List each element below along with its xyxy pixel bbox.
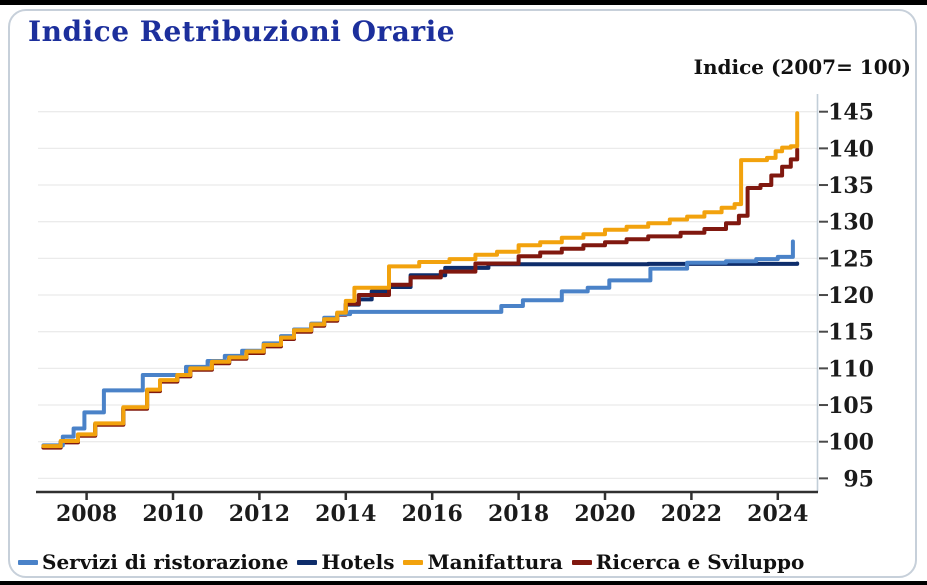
y-tick-label: 140 bbox=[828, 136, 874, 162]
y-tick-label: 145 bbox=[828, 100, 874, 126]
y-tick-label: 135 bbox=[828, 173, 874, 199]
legend-label: Ricerca e Sviluppo bbox=[595, 550, 805, 574]
legend-item: Hotels bbox=[297, 552, 394, 572]
chart-legend: Servizi di ristorazione Hotels Manifattura… bbox=[18, 552, 813, 572]
chart-card: Indice Retribuzioni Orarie Indice (2007=… bbox=[8, 9, 917, 578]
legend-swatch bbox=[571, 559, 592, 565]
y-tick-label: 110 bbox=[828, 356, 874, 382]
y-tick-label: 125 bbox=[828, 246, 874, 272]
series-line-hotels bbox=[41, 261, 800, 449]
x-tick-label: 2024 bbox=[747, 501, 808, 527]
legend-swatch bbox=[297, 559, 318, 565]
x-tick-label: 2014 bbox=[315, 501, 376, 527]
series-line-servizi-di-ristorazione bbox=[41, 239, 795, 448]
legend-swatch bbox=[18, 559, 38, 565]
y-tick-label: 105 bbox=[828, 393, 874, 419]
legend-label: Manifattura bbox=[427, 550, 563, 574]
x-tick-label: 2020 bbox=[574, 501, 635, 527]
x-tick-label: 2008 bbox=[56, 501, 117, 527]
y-tick-label: 120 bbox=[828, 283, 874, 309]
chart-title: Indice Retribuzioni Orarie bbox=[28, 15, 456, 48]
legend-swatch bbox=[403, 559, 424, 565]
legend-label: Servizi di ristorazione bbox=[42, 550, 289, 574]
y-tick-label: 95 bbox=[843, 466, 874, 492]
legend-item: Servizi di ristorazione bbox=[18, 552, 288, 572]
y-tick-label: 100 bbox=[828, 430, 874, 456]
y-axis-unit-label: Indice (2007= 100) bbox=[693, 55, 911, 79]
frame-top-edge bbox=[0, 0, 927, 5]
series-line-manifattura bbox=[41, 111, 800, 449]
legend-item: Manifattura bbox=[403, 550, 563, 574]
frame-bottom-edge bbox=[0, 581, 927, 585]
x-tick-label: 2018 bbox=[488, 501, 549, 527]
x-tick-label: 2012 bbox=[229, 501, 290, 527]
legend-item: Ricerca e Sviluppo bbox=[571, 550, 805, 574]
x-tick-label: 2022 bbox=[661, 501, 722, 527]
x-tick-label: 2016 bbox=[402, 501, 463, 527]
legend-label: Hotels bbox=[321, 550, 395, 574]
y-tick-label: 130 bbox=[828, 210, 874, 236]
series-line-ricerca-e-sviluppo bbox=[41, 147, 800, 450]
y-tick-label: 115 bbox=[828, 320, 874, 346]
x-tick-label: 2010 bbox=[142, 501, 203, 527]
